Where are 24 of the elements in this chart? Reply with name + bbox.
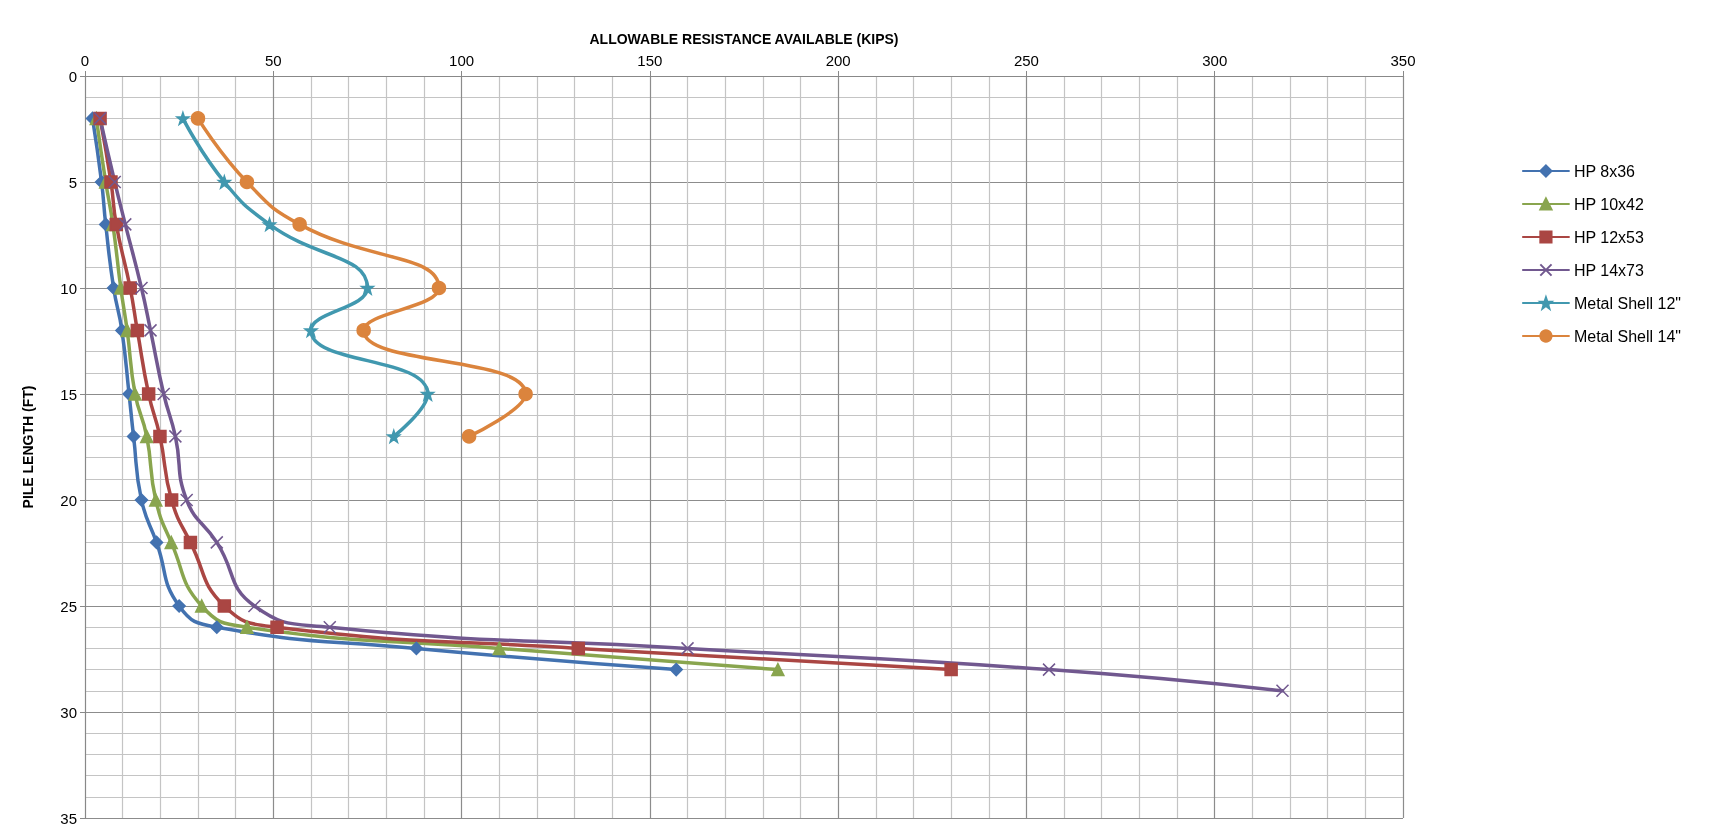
- legend-label: Metal Shell 12": [1573, 294, 1682, 312]
- y-tick-label: 0: [68, 67, 77, 85]
- y-tick-label: 5: [68, 173, 77, 191]
- x-tick-label: 200: [825, 52, 851, 69]
- y-tick-label: 20: [60, 491, 77, 509]
- y-tick-label: 15: [60, 385, 77, 403]
- y-axis-title: PILE LENGTH (FT): [20, 385, 36, 509]
- legend-label: HP 10x42: [1573, 195, 1645, 213]
- x-tick-label: 300: [1202, 52, 1228, 69]
- legend-label: HP 14x73: [1573, 261, 1645, 279]
- x-tick-label: 150: [637, 52, 663, 69]
- legend-label: Metal Shell 14": [1573, 327, 1682, 345]
- x-axis-title: ALLOWABLE RESISTANCE AVAILABLE (KIPS): [589, 31, 899, 47]
- x-tick-label: 350: [1390, 52, 1416, 69]
- y-tick-label: 25: [60, 597, 77, 615]
- legend-label: HP 8x36: [1573, 162, 1636, 180]
- legend-label: HP 12x53: [1573, 228, 1645, 246]
- x-tick-label: 50: [264, 52, 282, 69]
- y-tick-label: 35: [60, 809, 77, 827]
- y-tick-label: 10: [60, 279, 77, 297]
- x-tick-label: 0: [80, 52, 90, 69]
- x-tick-label: 250: [1013, 52, 1039, 69]
- y-tick-label: 30: [60, 703, 77, 721]
- x-tick-label: 100: [449, 52, 475, 69]
